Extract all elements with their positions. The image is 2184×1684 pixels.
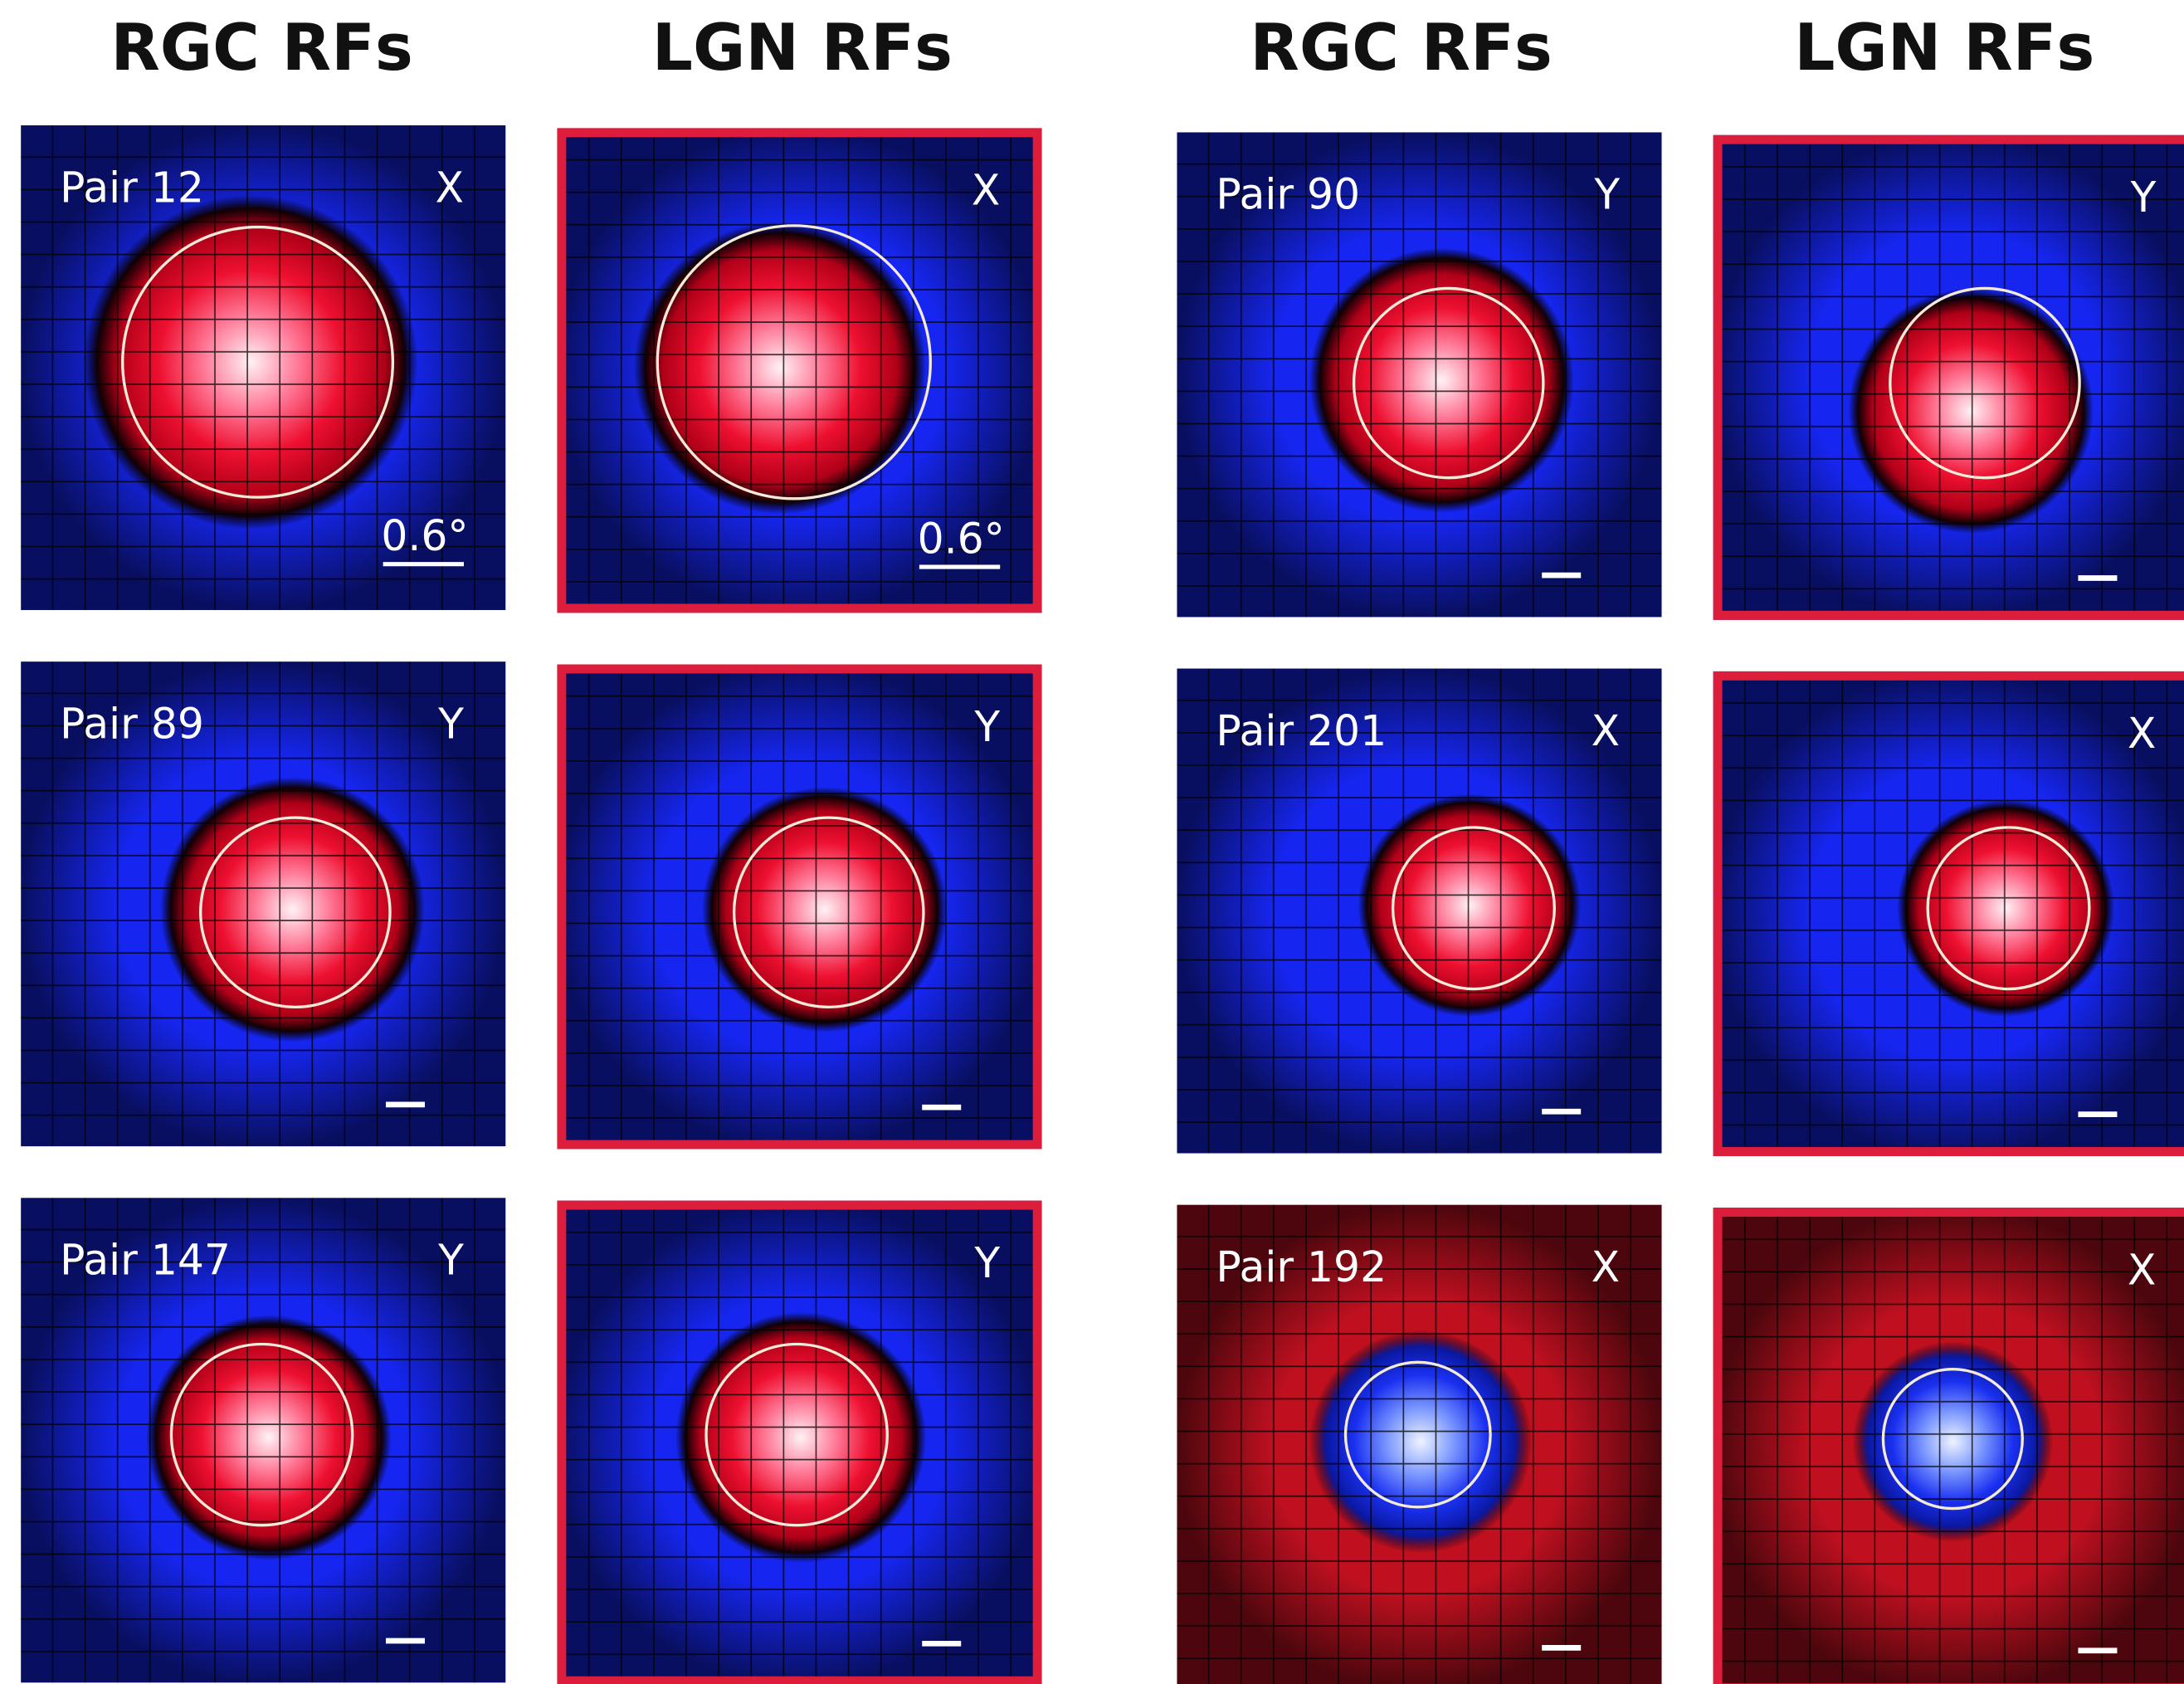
rf-grid [1177,132,1662,617]
lgn-border [1713,134,2184,620]
rf-grid [1713,1208,2184,1684]
rf-outline [121,225,395,499]
pair-label: Pair 12 [60,163,204,212]
rf-grid [21,1198,506,1683]
lgn-border [557,1200,1042,1684]
rf-grid [557,128,1042,613]
cell-type: X [1592,1242,1621,1291]
cell-type: Y [973,702,1000,751]
rf-outline [1343,1360,1492,1509]
cell-type: Y [973,1238,1000,1287]
rf-panel: Pair 89 Y [21,661,506,1147]
rf-grid [21,125,506,611]
rf-panel: Y [557,1200,1042,1684]
column-header: LGN RFs [652,11,953,85]
lgn-border [557,664,1042,1150]
pair-label: Pair 89 [60,699,204,748]
lgn-border [1713,671,2184,1156]
rf-panel: Y [557,664,1042,1150]
rf-outline [732,816,925,1009]
rf-grid [1177,668,1662,1154]
lgn-border [1713,1208,2184,1684]
pair-label: Pair 147 [60,1236,231,1285]
column-header: RGC RFs [1250,11,1552,85]
lgn-border [557,128,1042,613]
rf-outline [199,816,392,1009]
rf-panel: X [1713,1208,2184,1684]
rf-panel: Pair 90 Y [1177,132,1662,617]
pair-label: Pair 201 [1216,706,1387,755]
rf-grid [21,661,506,1147]
cell-type: Y [2130,173,2157,222]
rf-panel: Pair 192 X [1177,1204,1662,1684]
rf-grid [1713,134,2184,620]
rf-outline [656,224,932,500]
pair-label: Pair 192 [1216,1242,1387,1291]
cell-type: X [972,166,1001,215]
rf-grid [557,664,1042,1150]
rf-grid [557,1200,1042,1684]
rf-outline [1391,826,1556,991]
cell-type: X [435,163,464,212]
cell-type: X [2128,709,2157,758]
cell-type: X [2128,1245,2157,1294]
column-header: LGN RFs [1794,11,2094,85]
rf-outline [1889,286,2081,480]
rf-panel: Pair 147 Y [21,1198,506,1683]
rf-outline [704,1342,889,1527]
cell-type: X [1592,706,1621,755]
rf-panel: Pair 201 X [1177,668,1662,1154]
rf-panel: X [1713,671,2184,1156]
cell-type: Y [1593,170,1620,219]
rf-outline [1926,826,2091,991]
rf-panel: Pair 12 X 0.6° [21,125,506,611]
pair-label: Pair 90 [1216,170,1360,219]
scale-label: 0.6° [381,511,468,560]
rf-outline [1352,286,1545,480]
column-headers: RGC RFs LGN RFs RGC RFs LGN RFs [110,11,2094,85]
rf-grid [1177,1204,1662,1684]
cell-type: Y [437,699,464,748]
cell-type: Y [437,1236,464,1285]
rf-outline [1881,1368,2024,1511]
scale-label: 0.6° [918,514,1005,563]
rf-panel: Y [1713,134,2184,620]
rf-grid [1713,671,2184,1156]
column-header: RGC RFs [110,11,412,85]
rf-outline [169,1342,354,1527]
rf-panel: X 0.6° [557,128,1042,613]
